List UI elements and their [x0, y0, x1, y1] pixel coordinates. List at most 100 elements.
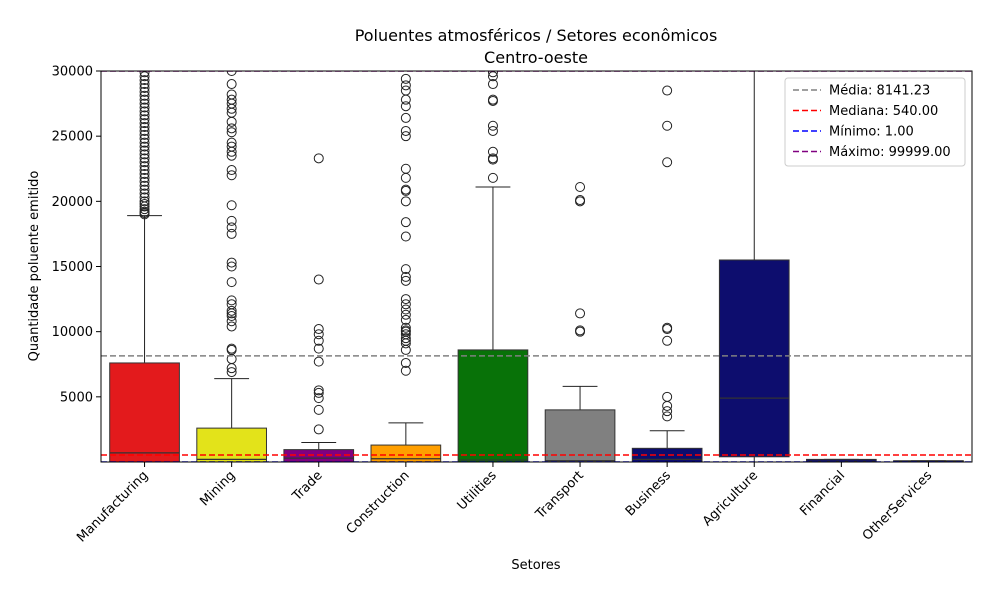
- outlier-point-transport: [575, 195, 586, 206]
- outlier-point-construction: [400, 322, 411, 333]
- y-tick-label: 10000: [52, 325, 93, 340]
- outlier-point-construction: [400, 196, 411, 207]
- outlier-point-business: [662, 400, 673, 411]
- outlier-point-manufacturing: [139, 198, 150, 209]
- outlier-point-manufacturing: [139, 153, 150, 164]
- y-axis-label: Quantidade poluente emitido: [27, 171, 42, 362]
- outlier-point-trade: [313, 356, 324, 367]
- outlier-point-mining: [226, 367, 237, 378]
- outlier-point-trade: [313, 343, 324, 354]
- outlier-point-business: [662, 85, 673, 96]
- outlier-point-trade: [313, 274, 324, 285]
- outlier-point-mining: [226, 116, 237, 127]
- outlier-point-mining: [226, 123, 237, 134]
- outlier-point-construction: [400, 365, 411, 376]
- outlier-point-manufacturing: [139, 165, 150, 176]
- outlier-point-utilities: [487, 71, 498, 78]
- outlier-point-mining: [226, 103, 237, 114]
- outlier-point-construction: [400, 325, 411, 336]
- outlier-point-construction: [400, 299, 411, 310]
- box-utilities: [457, 349, 529, 462]
- outlier-point-trade: [313, 387, 324, 398]
- outlier-point-manufacturing: [139, 75, 150, 86]
- outlier-point-mining: [226, 107, 237, 118]
- x-tick-label: Manufacturing: [74, 468, 151, 545]
- outlier-point-mining: [226, 165, 237, 176]
- legend-label-3: Máximo: 99999.00: [829, 145, 951, 160]
- outlier-point-manufacturing: [139, 176, 150, 187]
- x-axis: Manufacturing Mining Trade Construction Util…: [74, 462, 935, 545]
- outlier-point-mining: [226, 311, 237, 322]
- outlier-point-mining: [226, 137, 237, 148]
- outlier-point-construction: [400, 184, 411, 195]
- box-trade: [283, 449, 355, 462]
- outlier-point-business: [662, 335, 673, 346]
- outlier-point-construction: [400, 163, 411, 174]
- outlier-point-manufacturing: [139, 82, 150, 93]
- outlier-point-manufacturing: [139, 71, 150, 82]
- outlier-point-manufacturing: [139, 192, 150, 203]
- outlier-point-construction: [400, 329, 411, 340]
- outlier-point-mining: [226, 71, 237, 76]
- outlier-point-manufacturing: [139, 184, 150, 195]
- outlier-point-mining: [226, 141, 237, 152]
- outlier-point-trade: [313, 404, 324, 415]
- outlier-point-construction: [400, 80, 411, 91]
- x-tick-label: Construction: [344, 468, 413, 537]
- outlier-point-manufacturing: [139, 145, 150, 156]
- outlier-point-construction: [400, 217, 411, 228]
- outlier-point-mining: [226, 79, 237, 90]
- x-tick-label: Mining: [197, 468, 238, 509]
- outlier-point-mining: [226, 228, 237, 239]
- outlier-point-construction: [400, 94, 411, 105]
- outlier-point-construction: [400, 125, 411, 136]
- legend-label-2: Mínimo: 1.00: [829, 125, 914, 140]
- x-tick-label: Business: [623, 468, 674, 519]
- outlier-point-manufacturing: [139, 180, 150, 191]
- outlier-point-mining: [226, 305, 237, 316]
- outlier-point-construction: [400, 101, 411, 112]
- box-transport: [544, 409, 616, 462]
- outlier-point-mining: [226, 316, 237, 327]
- y-tick-label: 30000: [52, 65, 93, 80]
- x-tick-label: Financial: [797, 468, 848, 519]
- outlier-point-mining: [226, 299, 237, 310]
- outlier-point-construction: [400, 172, 411, 183]
- outlier-point-utilities: [487, 94, 498, 105]
- outlier-point-mining: [226, 200, 237, 211]
- outlier-point-mining: [226, 94, 237, 105]
- outlier-point-mining: [226, 146, 237, 157]
- outlier-point-manufacturing: [139, 129, 150, 140]
- outlier-point-manufacturing: [139, 204, 150, 215]
- outlier-point-construction: [400, 294, 411, 305]
- outlier-point-manufacturing: [139, 137, 150, 148]
- outlier-point-manufacturing: [139, 141, 150, 152]
- outlier-point-manufacturing: [139, 114, 150, 125]
- outlier-point-trade: [313, 329, 324, 340]
- outlier-point-trade: [313, 153, 324, 164]
- outlier-point-construction: [400, 304, 411, 315]
- y-tick-label: 25000: [52, 130, 93, 145]
- outlier-point-transport: [575, 325, 586, 336]
- outlier-point-mining: [226, 222, 237, 233]
- outlier-point-trade: [313, 335, 324, 346]
- outlier-point-mining: [226, 127, 237, 138]
- outlier-point-manufacturing: [139, 149, 150, 160]
- x-tick-label: Agriculture: [700, 468, 761, 529]
- outlier-point-mining: [226, 170, 237, 181]
- legend-label-1: Mediana: 540.00: [829, 104, 938, 119]
- outlier-point-business: [662, 322, 673, 333]
- box-construction: [370, 444, 442, 462]
- outlier-point-construction: [400, 314, 411, 325]
- outlier-point-manufacturing: [139, 161, 150, 172]
- outlier-point-mining: [226, 98, 237, 109]
- outlier-point-business: [662, 391, 673, 402]
- outlier-point-business: [662, 411, 673, 422]
- outlier-point-construction: [400, 85, 411, 96]
- outlier-point-manufacturing: [139, 110, 150, 121]
- outlier-point-trade: [313, 385, 324, 396]
- outlier-point-utilities: [487, 79, 498, 90]
- outlier-point-mining: [226, 150, 237, 161]
- chart-title: Poluentes atmosféricos / Setores econômi…: [355, 26, 718, 45]
